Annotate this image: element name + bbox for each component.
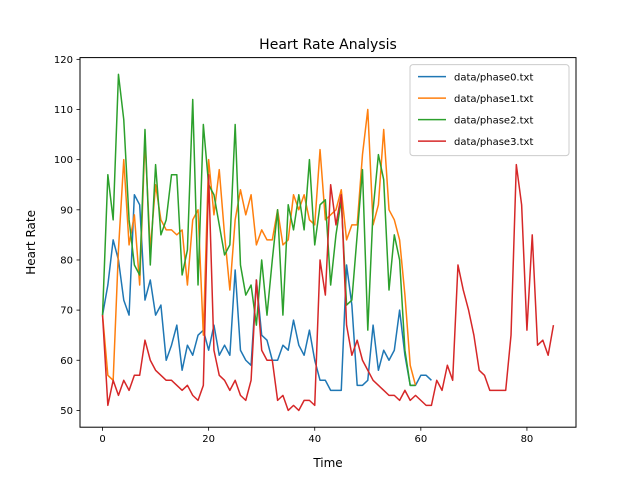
plot-lines <box>101 73 555 412</box>
legend-box <box>409 64 570 157</box>
series-line-0 <box>101 194 432 392</box>
y-tick-label: 90 <box>60 205 73 216</box>
legend-label-0: data/phase0.txt <box>454 73 533 84</box>
legend-label-1: data/phase1.txt <box>454 94 533 105</box>
y-tick-label: 50 <box>60 406 73 417</box>
series-line-2 <box>101 73 416 387</box>
x-axis-ticks: 0 20 40 60 80 <box>99 427 533 445</box>
series-line-3 <box>101 163 555 412</box>
x-tick-label: 80 <box>521 434 534 445</box>
chart-title: Heart Rate Analysis <box>259 37 397 53</box>
y-tick-label: 70 <box>60 306 73 317</box>
legend-label-2: data/phase2.txt <box>454 116 533 127</box>
y-tick-label: 80 <box>60 255 73 266</box>
x-tick-label: 40 <box>308 434 321 445</box>
y-axis-label: Heart Rate <box>24 210 38 275</box>
legend: data/phase0.txt data/phase1.txt data/phase… <box>409 64 570 157</box>
legend-label-3: data/phase3.txt <box>454 137 533 148</box>
y-axis-ticks: 50 60 70 80 90 100 110 120 <box>54 55 80 417</box>
x-axis-label: Time <box>312 456 342 470</box>
y-tick-label: 120 <box>54 55 73 66</box>
x-tick-label: 0 <box>99 434 105 445</box>
x-tick-label: 20 <box>202 434 215 445</box>
y-tick-label: 100 <box>54 155 73 166</box>
y-tick-label: 110 <box>54 105 73 116</box>
y-tick-label: 60 <box>60 356 73 367</box>
plot-frame <box>79 57 577 428</box>
x-tick-label: 60 <box>414 434 427 445</box>
